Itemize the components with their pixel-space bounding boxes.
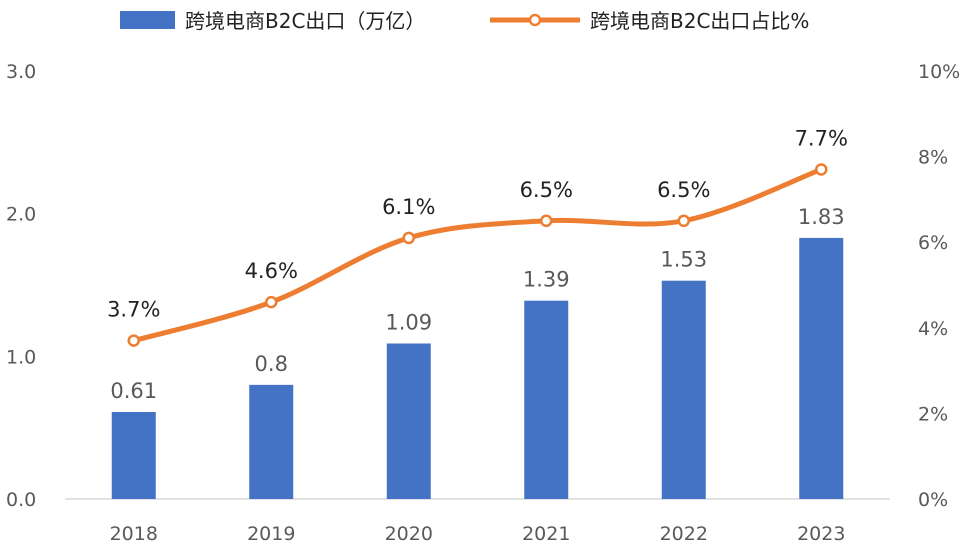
legend-bar-swatch (120, 11, 175, 29)
left-axis: 0.0 1.0 2.0 3.0 (6, 61, 36, 511)
right-axis-tick-label: 6% (918, 232, 948, 254)
x-axis: 2018 2019 2020 2021 2022 2023 (110, 523, 846, 545)
left-axis-tick-label: 3.0 (6, 61, 36, 83)
x-axis-tick-label: 2022 (660, 523, 708, 545)
x-axis-tick-label: 2018 (110, 523, 158, 545)
line-point (127, 334, 140, 347)
line-point (265, 295, 278, 309)
line-data-label: 6.1% (382, 195, 435, 219)
line-point (815, 163, 828, 176)
bar (249, 384, 294, 499)
line-data-label: 4.6% (245, 259, 298, 283)
bar-data-labels: 0.61 0.8 1.09 1.39 1.53 1.83 (110, 205, 844, 403)
x-axis-tick-label: 2019 (247, 523, 295, 545)
left-axis-tick-label: 1.0 (6, 346, 36, 368)
line-point (402, 231, 415, 245)
bar-data-label: 1.39 (523, 268, 570, 292)
bar (386, 343, 431, 499)
line-point (540, 214, 553, 228)
bar-data-label: 1.53 (660, 248, 707, 272)
line-data-label: 7.7% (795, 126, 848, 150)
line-data-label: 3.7% (107, 298, 160, 322)
line-data-label: 6.5% (657, 178, 710, 202)
left-axis-tick-label: 0.0 (6, 489, 36, 511)
line-data-labels: 3.7% 4.6% 6.1% 6.5% 6.5% 7.7% (107, 126, 848, 321)
bar-data-label: 1.09 (385, 310, 432, 334)
line-series (127, 163, 828, 347)
legend: 跨境电商B2C出口（万亿） 跨境电商B2C出口占比% (120, 9, 809, 33)
x-axis-tick-label: 2021 (522, 523, 570, 545)
legend-bar-label: 跨境电商B2C出口（万亿） (185, 9, 425, 33)
bar (799, 237, 844, 500)
x-axis-tick-label: 2023 (797, 523, 845, 545)
bar-data-label: 1.83 (798, 205, 845, 229)
right-axis-tick-label: 10% (918, 61, 960, 83)
left-axis-tick-label: 2.0 (6, 204, 36, 226)
legend-line-marker (528, 13, 542, 27)
right-axis-tick-label: 4% (918, 318, 948, 340)
bar-series (111, 237, 844, 500)
line-point (677, 214, 690, 228)
bar (111, 411, 156, 499)
bar-data-label: 0.8 (255, 352, 288, 376)
right-axis-tick-label: 2% (918, 403, 948, 425)
legend-line-label: 跨境电商B2C出口占比% (590, 9, 809, 33)
bar-data-label: 0.61 (110, 379, 157, 403)
right-axis-tick-label: 8% (918, 147, 948, 169)
bar (661, 280, 706, 499)
x-axis-tick-label: 2020 (385, 523, 433, 545)
right-axis: 0% 2% 4% 6% 8% 10% (918, 61, 960, 511)
line-data-label: 6.5% (520, 178, 573, 202)
bar (524, 300, 569, 499)
line-path (131, 166, 824, 344)
right-axis-tick-label: 0% (918, 489, 948, 511)
